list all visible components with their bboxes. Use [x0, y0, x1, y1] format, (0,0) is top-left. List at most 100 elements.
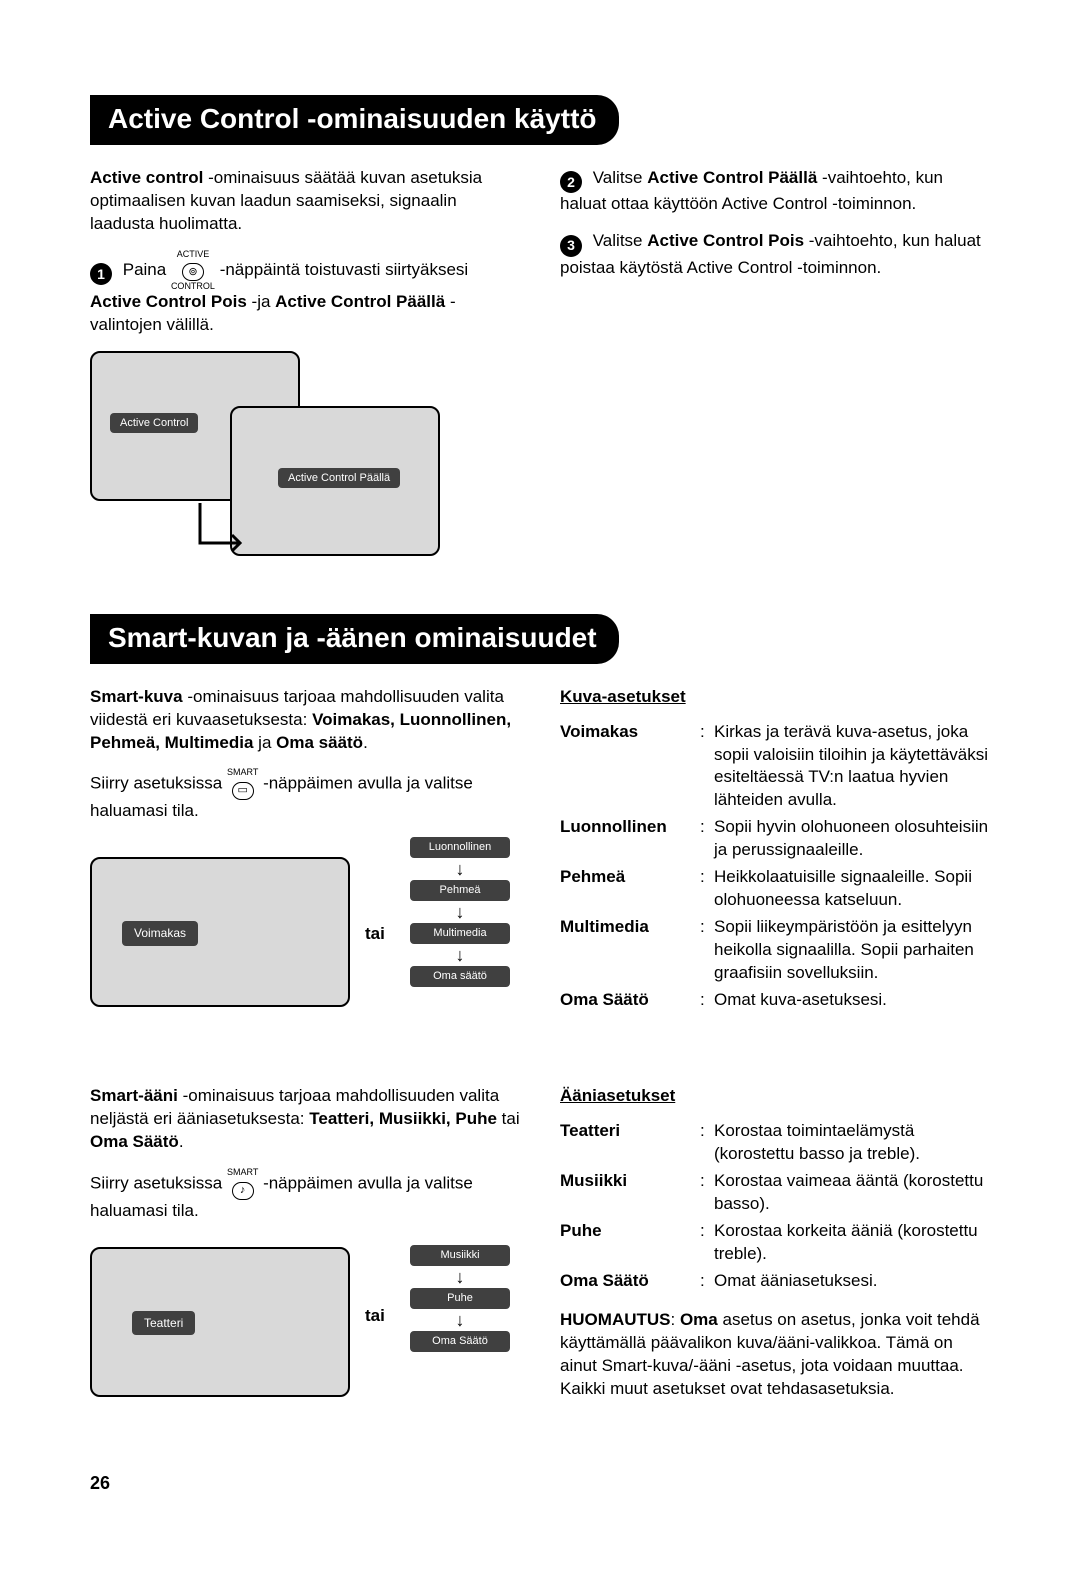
aani-chain-1: Puhe [410, 1288, 510, 1309]
aani-settings-table: Teatteri:Korostaa toimintaelämystä (koro… [560, 1120, 990, 1293]
aani-right: Ääniasetukset Teatteri:Korostaa toiminta… [560, 1085, 990, 1414]
step1-b: -näppäintä toistuvasti siirtyäksesi [220, 260, 469, 279]
settings-key: Voimakas [560, 721, 700, 813]
aani-tai: tai [365, 1305, 385, 1328]
kuva-intro-e: Oma säätö [276, 733, 363, 752]
aani-chain-2: Oma Säätö [410, 1331, 510, 1352]
section1-body: Active control -ominaisuus säätää kuvan … [90, 167, 990, 561]
spacer [90, 1047, 990, 1085]
settings-key: Pehmeä [560, 866, 700, 912]
kuva-left: Smart-kuva -ominaisuus tarjoaa mahdollis… [90, 686, 520, 1048]
aani-instr-a: Siirry asetuksissa [90, 1174, 227, 1193]
kuva-instr: Siirry asetuksissa SMART ▭ -näppäimen av… [90, 768, 520, 823]
kuva-chain-3: Oma säätö [410, 966, 510, 987]
settings-key: Teatteri [560, 1120, 700, 1166]
step3-a: Valitse [593, 231, 648, 250]
colon: : [700, 816, 714, 862]
diagram-label-1: Active Control [110, 413, 198, 434]
aani-block: Smart-ääni -ominaisuus tarjoaa mahdollis… [90, 1085, 990, 1414]
btn-bot-label: CONTROL [171, 282, 215, 291]
kuva-right: Kuva-asetukset Voimakas:Kirkas ja terävä… [560, 686, 990, 1048]
note-b: : [671, 1310, 680, 1329]
kuva-tai: tai [365, 923, 385, 946]
kuva-chain: Luonnollinen ↓ Pehmeä ↓ Multimedia ↓ Oma… [410, 837, 510, 986]
step2: 2 Valitse Active Control Päällä -vaihtoe… [560, 167, 990, 216]
arrow-down-icon: ↓ [410, 1268, 510, 1286]
step1-d: -ja [252, 292, 276, 311]
colon: : [700, 989, 714, 1012]
step1-a: Paina [123, 260, 171, 279]
colon: : [700, 916, 714, 985]
settings-row: Voimakas:Kirkas ja terävä kuva-asetus, j… [560, 721, 990, 813]
step2-a: Valitse [593, 168, 648, 187]
step1: 1 Paina ACTIVE ⊚ CONTROL -näppäintä tois… [90, 250, 520, 337]
kuva-intro-f: . [363, 733, 368, 752]
aani-settings-title: Ääniasetukset [560, 1085, 990, 1108]
settings-value: Korostaa korkeita ääniä (korostettu treb… [714, 1220, 990, 1266]
settings-value: Sopii liikeympäristöön ja esittelyyn hei… [714, 916, 990, 985]
settings-key: Puhe [560, 1220, 700, 1266]
settings-value: Sopii hyvin olohuoneen olosuhteisiin ja … [714, 816, 990, 862]
settings-value: Omat ääniasetuksesi. [714, 1270, 990, 1293]
settings-value: Omat kuva-asetuksesi. [714, 989, 990, 1012]
note-a: HUOMAUTUS [560, 1310, 671, 1329]
step3-b: Active Control Pois [647, 231, 809, 250]
settings-value: Korostaa vaimeaa ääntä (korostettu basso… [714, 1170, 990, 1216]
kuva-btn-glyph: ▭ [232, 782, 254, 800]
settings-row: Oma Säätö:Omat kuva-asetuksesi. [560, 989, 990, 1012]
aani-chain: Musiikki ↓ Puhe ↓ Oma Säätö [410, 1245, 510, 1352]
aani-instr: Siirry asetuksissa SMART ♪ -näppäimen av… [90, 1168, 520, 1223]
kuva-main-pill: Voimakas [122, 921, 198, 945]
kuva-block: Smart-kuva -ominaisuus tarjoaa mahdollis… [90, 686, 990, 1048]
kuva-settings-table: Voimakas:Kirkas ja terävä kuva-asetus, j… [560, 721, 990, 1012]
btn-top-label: ACTIVE [171, 250, 215, 259]
bullet-2-icon: 2 [560, 171, 582, 193]
kuva-chain-0: Luonnollinen [410, 837, 510, 858]
note-c: Oma [680, 1310, 723, 1329]
settings-value: Heikkolaatuisille signaaleille. Sopii ol… [714, 866, 990, 912]
smart-sound-button-icon: SMART ♪ [227, 1168, 258, 1200]
settings-row: Pehmeä:Heikkolaatuisille signaaleille. S… [560, 866, 990, 912]
section1-title: Active Control -ominaisuuden käyttö [90, 95, 619, 145]
section1-left: Active control -ominaisuus säätää kuvan … [90, 167, 520, 561]
diagram-arrow-icon [190, 503, 250, 559]
active-control-diagram: Active Control Active Control Päällä [90, 351, 470, 561]
kuva-chain-2: Multimedia [410, 923, 510, 944]
colon: : [700, 1120, 714, 1166]
settings-row: Musiikki:Korostaa vaimeaa ääntä (koroste… [560, 1170, 990, 1216]
aani-intro-a: Smart-ääni [90, 1086, 183, 1105]
kuva-instr-a: Siirry asetuksissa [90, 774, 227, 793]
kuva-settings-title: Kuva-asetukset [560, 686, 990, 709]
intro-prefix: Active control [90, 168, 208, 187]
arrow-down-icon: ↓ [410, 860, 510, 878]
settings-key: Multimedia [560, 916, 700, 985]
smart-picture-button-icon: SMART ▭ [227, 768, 258, 800]
arrow-down-icon: ↓ [410, 903, 510, 921]
colon: : [700, 721, 714, 813]
section2-title: Smart-kuvan ja -äänen ominaisuudet [90, 614, 619, 664]
step2-b: Active Control Päällä [647, 168, 817, 187]
aani-btn-glyph: ♪ [232, 1182, 254, 1200]
smart-label-1: SMART [227, 768, 258, 777]
settings-row: Oma Säätö:Omat ääniasetuksesi. [560, 1270, 990, 1293]
kuva-intro-d: ja [258, 733, 276, 752]
tv-frame-2: Active Control Päällä [230, 406, 440, 556]
bullet-3-icon: 3 [560, 235, 582, 257]
settings-row: Puhe:Korostaa korkeita ääniä (korostettu… [560, 1220, 990, 1266]
note: HUOMAUTUS: Oma asetus on asetus, jonka v… [560, 1309, 990, 1401]
step1-e: Active Control Päällä [275, 292, 450, 311]
section-divider [90, 589, 990, 590]
step1-c: Active Control Pois [90, 292, 252, 311]
kuva-chain-1: Pehmeä [410, 880, 510, 901]
step3: 3 Valitse Active Control Pois -vaihtoeht… [560, 230, 990, 279]
kuva-tv-frame: Voimakas [90, 857, 350, 1007]
btn-glyph: ⊚ [182, 263, 204, 281]
aani-intro-e: Oma Säätö [90, 1132, 179, 1151]
settings-row: Multimedia:Sopii liikeympäristöön ja esi… [560, 916, 990, 985]
active-control-button-icon: ACTIVE ⊚ CONTROL [171, 250, 215, 291]
settings-key: Luonnollinen [560, 816, 700, 862]
bullet-1-icon: 1 [90, 263, 112, 285]
aani-intro-c: Teatteri, Musiikki, Puhe [309, 1109, 501, 1128]
kuva-diagram: Voimakas tai Luonnollinen ↓ Pehmeä ↓ Mul… [90, 837, 520, 1047]
settings-key: Musiikki [560, 1170, 700, 1216]
